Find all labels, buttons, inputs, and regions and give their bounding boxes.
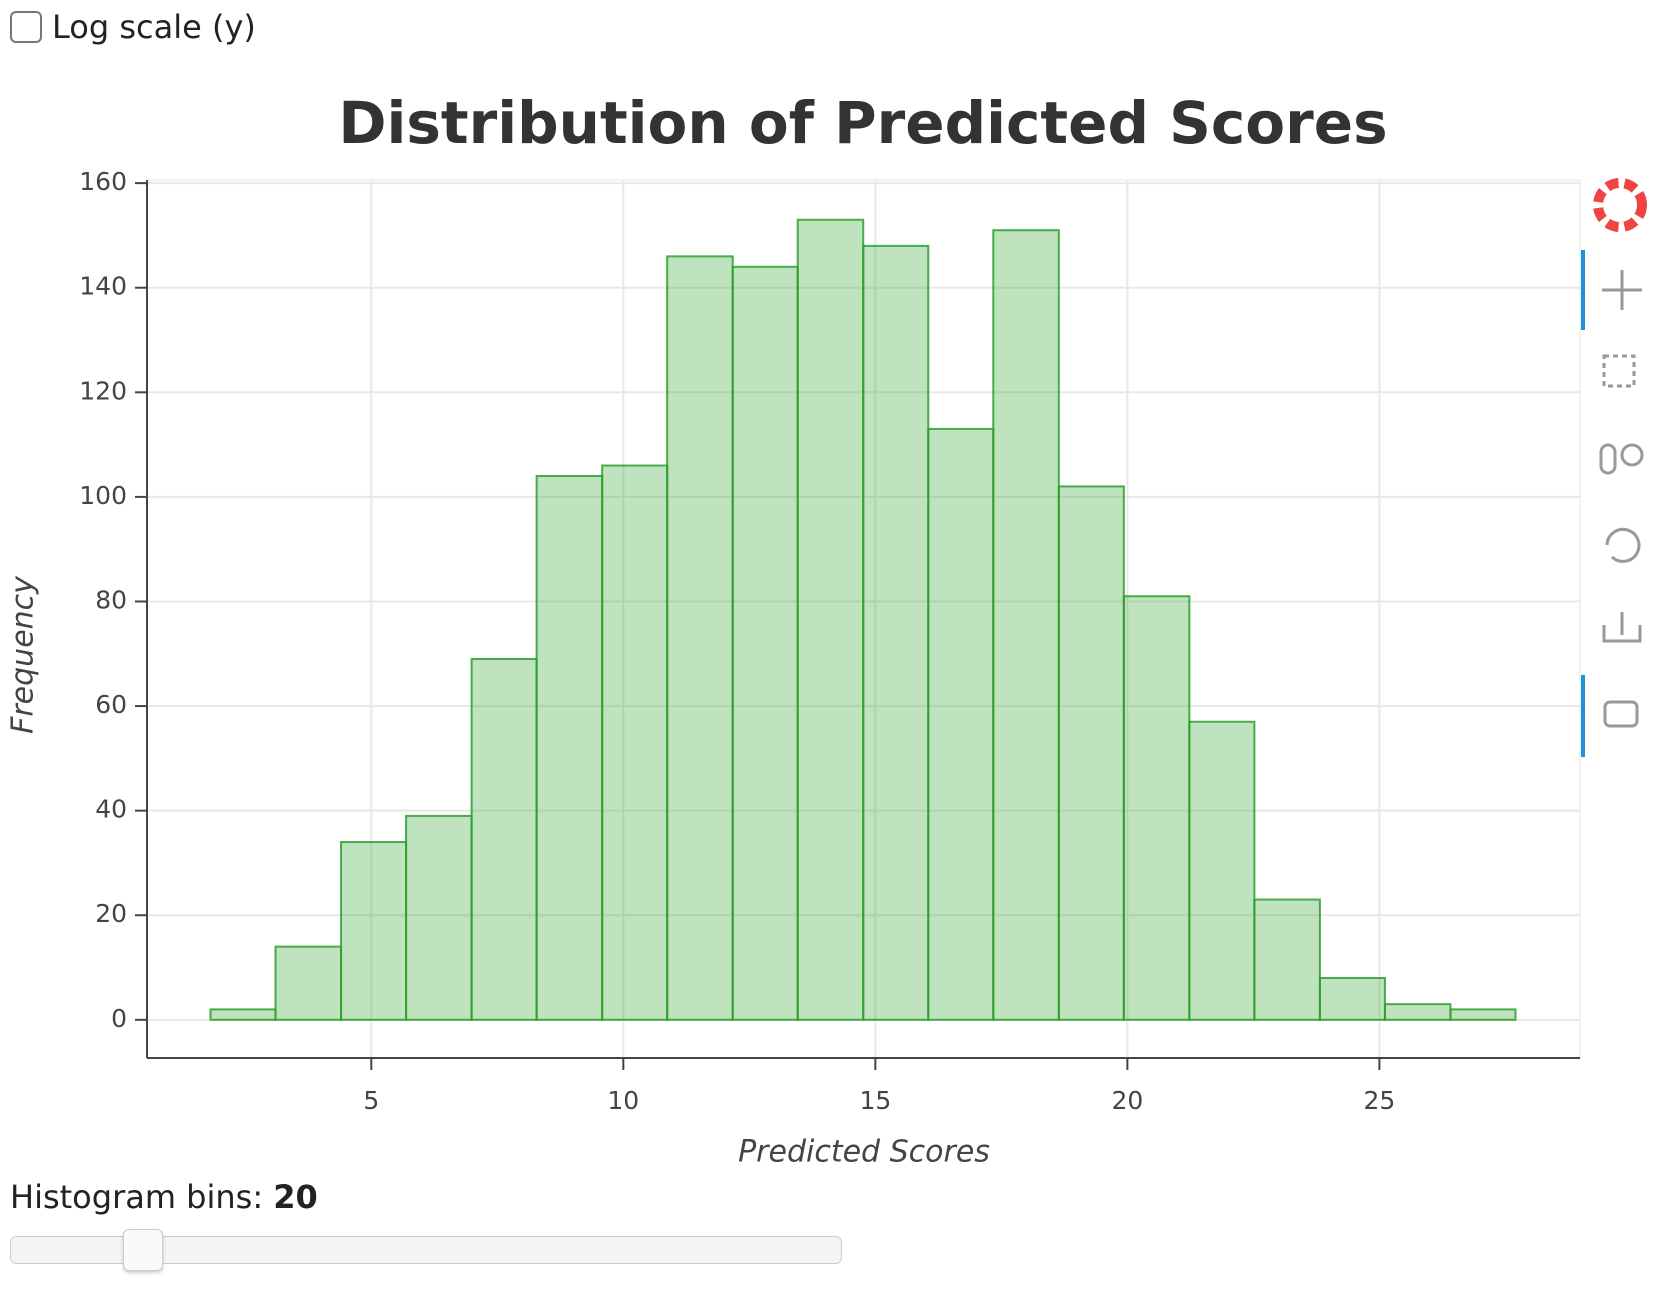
slider-handle[interactable] [123,1229,163,1271]
histogram-bar [1383,1003,1452,1021]
y-tick-label: 60 [95,690,127,719]
histogram-bar [1253,898,1321,1021]
wheel-zoom-tool[interactable] [1599,443,1644,475]
chart-title: Distribution of Predicted Scores [338,89,1387,157]
x-tick-label: 5 [363,1086,379,1115]
y-axis-label: Frequency [6,575,41,734]
histogram-bar [405,814,473,1021]
y-tick-label: 160 [79,167,127,196]
histogram-bar [274,945,343,1021]
histogram-bar [1449,1008,1517,1021]
y-tick-label: 0 [111,1004,127,1033]
bins-slider[interactable] [10,1229,842,1271]
x-axis-label: Predicted Scores [738,1135,990,1170]
x-tick-label: 15 [859,1086,891,1115]
histogram-bar [535,474,604,1021]
histogram-bar [209,1008,277,1021]
histogram-bar [340,841,408,1021]
histogram-bar [470,658,538,1021]
histogram-bar [1318,976,1386,1021]
histogram-bar [601,464,669,1021]
chart: Distribution of Predicted Scores Predict… [6,89,1647,1170]
reset-tool[interactable] [1605,527,1641,563]
histogram-bar [927,427,995,1021]
bokeh-logo[interactable] [1593,178,1647,232]
y-tick-label: 120 [79,376,127,405]
y-tick-label: 20 [95,899,127,928]
x-tick-label: 25 [1363,1086,1395,1115]
histogram-bar [731,265,799,1021]
hover-tool[interactable] [1603,700,1639,728]
histogram-bar [862,244,930,1021]
x-tick-label: 10 [607,1086,639,1115]
box-zoom-tool[interactable] [1602,354,1636,388]
histogram-bar [992,229,1060,1021]
histogram-bar [1188,720,1256,1021]
y-tick-label: 40 [95,795,127,824]
bins-label-text: Histogram bins: [10,1178,264,1216]
histogram-bar [1122,595,1191,1021]
pan-tool[interactable] [1602,270,1642,310]
y-tick-label: 80 [95,585,127,614]
log-scale-checkbox[interactable]: Log scale (y) [10,8,256,46]
bins-label: Histogram bins: 20 [10,1178,318,1216]
checkbox-box[interactable] [10,11,42,43]
bins-value: 20 [273,1178,318,1216]
histogram-bar [666,255,734,1021]
histogram-bar [796,218,865,1021]
checkbox-label: Log scale (y) [52,8,256,46]
x-tick-label: 20 [1111,1086,1143,1115]
y-tick-label: 140 [79,272,127,301]
toolbar [1581,178,1647,757]
save-tool[interactable] [1602,612,1642,643]
y-tick-label: 100 [79,481,127,510]
histogram-bar [1057,485,1125,1021]
